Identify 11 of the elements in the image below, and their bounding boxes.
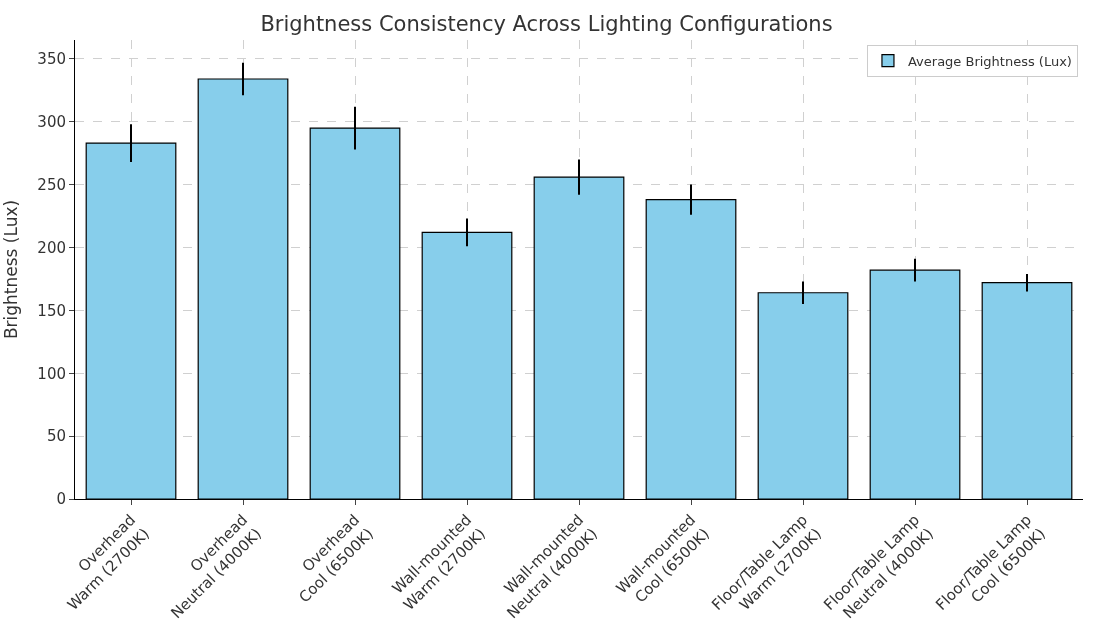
y-tick-label: 100 (37, 364, 66, 383)
y-tick-label: 300 (37, 112, 66, 131)
y-tick-label: 150 (37, 301, 66, 320)
y-tick-label: 0 (56, 490, 66, 509)
y-tick-label: 250 (37, 175, 66, 194)
y-tick-label: 350 (37, 50, 66, 69)
y-tick-label: 50 (46, 427, 66, 446)
legend-label: Average Brightness (Lux) (907, 53, 1072, 69)
y-axis-title: Brightness (Lux) (0, 199, 21, 340)
y-tick-label: 200 (37, 238, 66, 257)
chart-title: Brightness Consistency Across Lighting Configurations (260, 11, 833, 36)
